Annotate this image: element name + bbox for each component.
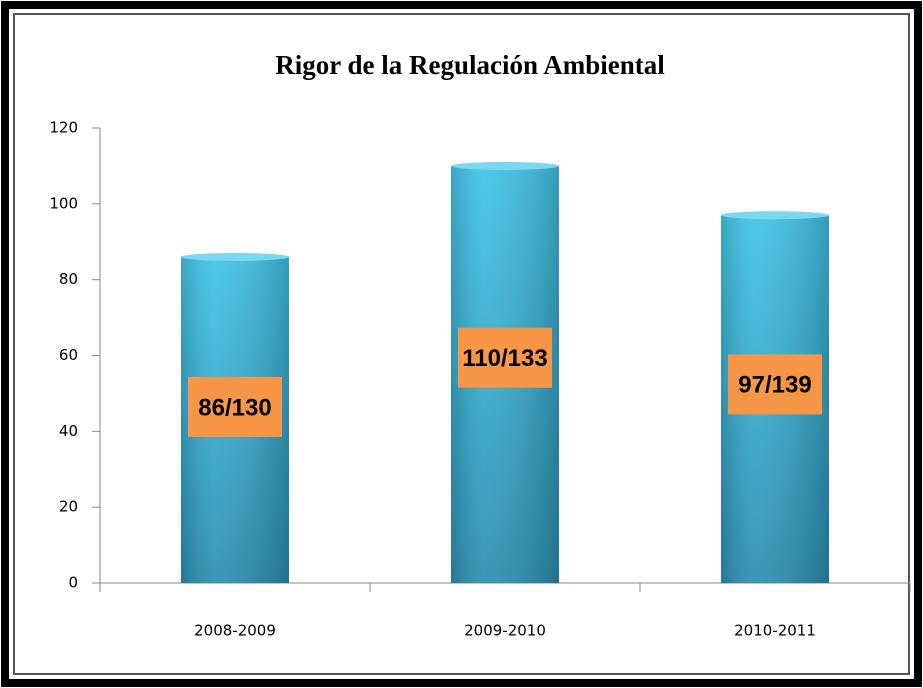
y-tick-label: 60: [59, 346, 78, 364]
bar-cap: [451, 161, 559, 170]
value-label: 97/139: [738, 372, 811, 399]
value-label-box: [188, 376, 282, 437]
y-tick-label: 80: [59, 270, 78, 288]
y-tick-label: 40: [59, 422, 78, 440]
value-label-box: [728, 354, 822, 415]
inner-frame: [13, 13, 910, 675]
y-tick-label: 20: [59, 498, 78, 516]
y-tick-label: 0: [68, 574, 78, 592]
x-tick-label: 2009-2010: [464, 622, 546, 640]
y-tick-label: 100: [49, 194, 78, 212]
y-tick-label: 120: [49, 119, 78, 137]
value-label: 110/133: [462, 345, 547, 372]
x-tick-label: 2008-2009: [194, 622, 276, 640]
chart-title: Rigor de la Regulación Ambiental: [275, 50, 665, 80]
bar-cap: [721, 211, 829, 220]
value-label: 86/130: [198, 394, 271, 421]
value-label-box: [458, 327, 552, 388]
bar-cap: [181, 252, 289, 261]
x-tick-label: 2010-2011: [734, 622, 816, 640]
